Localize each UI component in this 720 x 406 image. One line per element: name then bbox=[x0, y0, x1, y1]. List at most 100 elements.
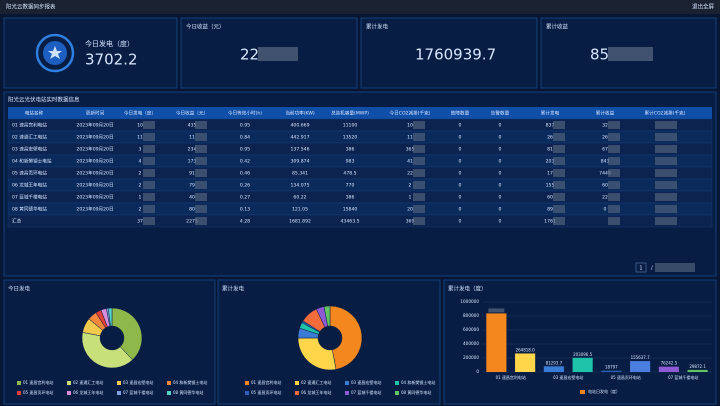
blur bbox=[655, 121, 677, 129]
legend-swatch bbox=[395, 391, 399, 395]
legend-swatch bbox=[245, 381, 249, 385]
table-cell: 0 bbox=[459, 207, 462, 213]
blur bbox=[195, 133, 207, 141]
table-cell: 41 bbox=[407, 159, 413, 165]
table-cell: 0 bbox=[459, 195, 462, 201]
table-title: 阳光云光伏电站实时数据信息 bbox=[8, 96, 80, 104]
table-cell: 203 bbox=[546, 159, 555, 165]
table-cell: 43463.5 bbox=[341, 219, 360, 225]
table-cell: 134.075 bbox=[291, 183, 310, 189]
card-value: 22 bbox=[240, 46, 259, 64]
legend-swatch bbox=[295, 381, 299, 385]
table-cell: 0 bbox=[499, 123, 502, 129]
table-cell: 837 bbox=[546, 123, 555, 129]
chart-panel bbox=[3, 279, 216, 405]
blur bbox=[143, 133, 155, 141]
blur bbox=[553, 217, 565, 225]
chart-title: 累计发电 bbox=[222, 285, 245, 293]
table-cell: 0 bbox=[459, 123, 462, 129]
table-row bbox=[7, 214, 713, 228]
column-header: 更新时间 bbox=[86, 110, 105, 117]
table-cell: 7449 bbox=[599, 171, 611, 177]
table-cell: 0 bbox=[499, 171, 502, 177]
blur bbox=[655, 133, 677, 141]
title-bar bbox=[0, 0, 720, 14]
legend-swatch bbox=[345, 381, 349, 385]
table-cell: 2023年09月20日 bbox=[76, 182, 113, 189]
table-cell: 17 bbox=[547, 171, 553, 177]
card-value: 85 bbox=[590, 46, 609, 64]
table-cell: 0.46 bbox=[240, 171, 250, 177]
value-label: 81293.7 bbox=[546, 360, 563, 365]
table-cell: 11 bbox=[189, 135, 195, 141]
table-cell: 983 bbox=[346, 159, 355, 165]
legend-label: 04 和新樊镜士电站 bbox=[173, 379, 207, 385]
blur bbox=[413, 193, 425, 201]
table-cell: 0 bbox=[459, 171, 462, 177]
table-cell: 0 bbox=[459, 219, 462, 225]
table-cell: 442.917 bbox=[291, 135, 310, 141]
blur bbox=[143, 157, 155, 165]
legend-label: 01 速昌宫利电站 bbox=[23, 379, 53, 385]
table-cell: 37 bbox=[137, 219, 143, 225]
column-header: 今日等效小时(h) bbox=[228, 110, 262, 117]
table-cell: 67 bbox=[602, 147, 608, 153]
blur bbox=[553, 121, 565, 129]
legend-swatch bbox=[295, 391, 299, 395]
y-tick-label: 600000 bbox=[463, 327, 479, 332]
blur bbox=[608, 121, 620, 129]
y-tick-label: 200000 bbox=[463, 355, 479, 360]
exit-fullscreen[interactable]: 退出全屏 bbox=[692, 3, 715, 11]
legend-label: 02 速通汇工电站 bbox=[301, 379, 331, 385]
column-header: 累计发电 bbox=[541, 110, 560, 117]
table-cell: 2 bbox=[139, 183, 142, 189]
column-header: 电站名称 bbox=[25, 110, 44, 117]
x-tick-label: 03 速昌宏壁电站 bbox=[553, 374, 583, 380]
icon-star bbox=[48, 46, 62, 59]
blur bbox=[608, 181, 620, 189]
blur bbox=[413, 169, 425, 177]
legend-label: 电站日发电（度） bbox=[588, 388, 620, 394]
table-cell: 26 bbox=[547, 135, 553, 141]
table-cell: 11 bbox=[407, 135, 413, 141]
table-cell: 365 bbox=[406, 147, 415, 153]
table-cell: 121.05 bbox=[292, 207, 308, 213]
column-header: 今日CO2减排(千克) bbox=[390, 110, 431, 117]
table-cell: 汇总 bbox=[12, 218, 22, 225]
table-cell: 0 bbox=[499, 135, 502, 141]
blur bbox=[553, 193, 565, 201]
table-cell: 02 速通汇工电站 bbox=[12, 134, 47, 141]
table-cell: 80 bbox=[189, 207, 195, 213]
blur bbox=[195, 145, 207, 153]
blur bbox=[258, 47, 298, 61]
bar bbox=[601, 370, 622, 372]
blur bbox=[655, 169, 677, 177]
table-cell: 0 bbox=[499, 183, 502, 189]
bar bbox=[630, 361, 651, 372]
page-number[interactable]: 1 bbox=[639, 266, 642, 272]
blur bbox=[143, 169, 155, 177]
table-cell: 770 bbox=[346, 183, 355, 189]
blur bbox=[608, 145, 620, 153]
card-label: 累计发电 bbox=[366, 23, 389, 31]
y-tick-label: 0 bbox=[476, 369, 479, 374]
table-cell: 2273 bbox=[186, 219, 198, 225]
table-cell: 3 bbox=[139, 147, 142, 153]
pie-slice bbox=[111, 307, 143, 361]
table-cell: 2023年09月20日 bbox=[76, 134, 113, 141]
blur bbox=[413, 145, 425, 153]
table-cell: 13520 bbox=[343, 135, 358, 141]
table-cell: 0.42 bbox=[240, 159, 250, 165]
chart-panel bbox=[217, 279, 441, 405]
y-tick-label: 1000000 bbox=[460, 299, 479, 304]
table-header-row bbox=[8, 107, 712, 119]
table-cell: 2023年09月20日 bbox=[76, 146, 113, 153]
blur bbox=[608, 157, 620, 165]
card bbox=[3, 17, 178, 89]
column-header: 今日发电（度） bbox=[124, 110, 156, 117]
legend-label: 06 龙城王年电站 bbox=[73, 389, 103, 395]
table-cell: 60 bbox=[602, 183, 608, 189]
table-cell: 435 bbox=[188, 123, 197, 129]
page-box[interactable] bbox=[635, 262, 647, 273]
blur bbox=[655, 205, 677, 213]
